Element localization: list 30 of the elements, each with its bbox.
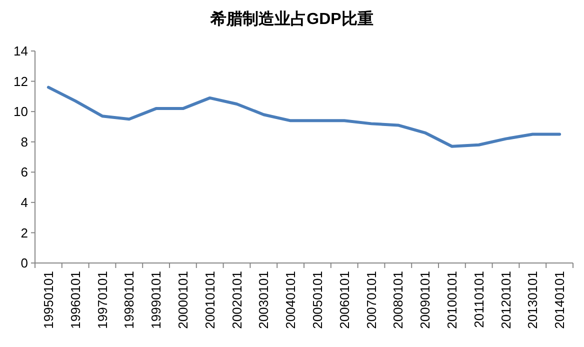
y-tick-label: 0 <box>20 256 28 271</box>
y-tick-label: 2 <box>20 225 28 240</box>
line-series <box>46 86 562 148</box>
x-tick-label: 19990101 <box>148 271 164 329</box>
y-tick-label: 14 <box>14 44 28 59</box>
x-tick-label: 20000101 <box>176 271 190 329</box>
x-tick-label: 19980101 <box>122 271 137 329</box>
y-tick-label: 6 <box>20 164 28 180</box>
y-tick-label: 10 <box>14 104 28 120</box>
x-tick-label: 20040101 <box>283 271 298 329</box>
x-tick-label: 20110101 <box>471 271 486 328</box>
x-tick-label: 20070101 <box>364 271 379 329</box>
x-tick-label: 19960101 <box>68 271 83 329</box>
x-tick-label: 20020101 <box>229 271 244 329</box>
x-tick-label: 20060101 <box>336 271 352 329</box>
x-tick-label: 19970101 <box>94 271 110 329</box>
x-tick-label: 20050101 <box>310 271 325 329</box>
x-tick-label: 20010101 <box>202 271 218 329</box>
x-tick-label: 20130101 <box>525 271 540 329</box>
x-tick-label: 20030101 <box>256 271 272 329</box>
x-tick-label: 19950101 <box>41 271 56 329</box>
x-tick-label: 20090101 <box>418 271 433 329</box>
chart-title: 希腊制造业占GDP比重 <box>210 10 374 28</box>
x-tick-label: 20100101 <box>444 271 460 329</box>
x-tick-label: 20120101 <box>498 271 514 329</box>
y-tick-label: 12 <box>14 74 28 89</box>
y-tick-label: 4 <box>20 194 28 210</box>
x-tick-label: 20080101 <box>390 271 406 329</box>
y-tick-label: 8 <box>20 134 28 150</box>
x-tick-label: 20140101 <box>552 271 568 329</box>
